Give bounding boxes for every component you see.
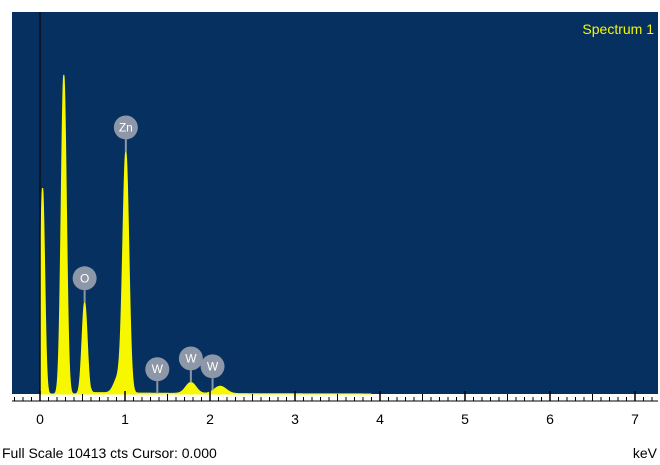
axis-unit: keV <box>633 445 658 461</box>
element-marker-w: W <box>145 357 170 394</box>
x-tick-label: 0 <box>36 411 44 427</box>
x-tick-label: 1 <box>121 411 129 427</box>
x-axis-ticks <box>14 391 653 401</box>
x-tick-label: 5 <box>461 411 469 427</box>
marker-circle <box>145 357 170 382</box>
marker-circle <box>113 115 138 140</box>
marker-label: O <box>80 271 89 285</box>
marker-label: W <box>185 351 197 365</box>
spectrum-trace <box>39 74 372 395</box>
marker-circle <box>200 354 225 379</box>
marker-circle <box>72 266 97 291</box>
x-tick-label: 7 <box>631 411 639 427</box>
marker-label: W <box>152 362 164 376</box>
element-marker-zn: Zn <box>113 115 138 152</box>
x-axis-tick-labels: 0 1 2 3 4 5 6 7 <box>36 411 639 427</box>
marker-label: Zn <box>119 120 133 134</box>
x-tick-label: 6 <box>546 411 554 427</box>
element-marker-w: W <box>178 346 203 383</box>
marker-circle <box>178 346 203 371</box>
x-tick-label: 3 <box>291 411 299 427</box>
element-marker-w: W <box>200 354 225 391</box>
element-marker-o: O <box>72 266 97 303</box>
series-name: Spectrum 1 <box>582 21 654 37</box>
marker-label: W <box>207 359 219 373</box>
status-full-scale: Full Scale 10413 cts Cursor: 0.000 <box>2 445 217 461</box>
x-tick-label: 2 <box>206 411 214 427</box>
plot-area <box>12 12 658 394</box>
x-tick-label: 4 <box>376 411 384 427</box>
